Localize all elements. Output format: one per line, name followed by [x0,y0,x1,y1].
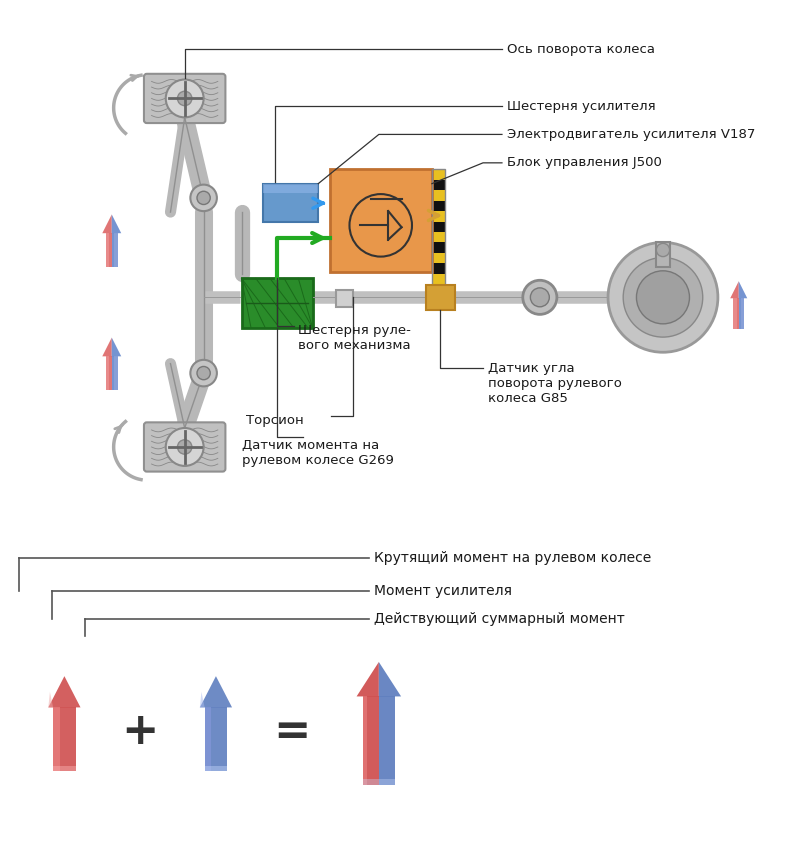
Circle shape [522,280,557,315]
Polygon shape [363,697,366,785]
Bar [432,273,445,284]
Bar [432,243,445,253]
Text: Торсион: Торсион [246,414,304,427]
Polygon shape [200,692,205,707]
Bar [432,190,445,201]
Polygon shape [379,697,395,785]
Polygon shape [53,707,60,771]
Bar [263,183,318,222]
Polygon shape [730,281,738,298]
Circle shape [166,428,204,466]
Polygon shape [205,707,227,771]
Text: =: = [273,710,310,752]
Bar [432,295,445,297]
Text: Блок управления J500: Блок управления J500 [506,156,662,170]
Polygon shape [357,662,379,697]
Text: Датчик угла
поворота рулевого
колеса G85: Датчик угла поворота рулевого колеса G85 [488,362,622,405]
Bar [432,222,445,232]
Bar [263,183,318,193]
Bar [656,243,670,267]
Bar [432,253,445,263]
Polygon shape [102,214,112,233]
Polygon shape [738,298,744,328]
Circle shape [178,91,192,105]
Polygon shape [738,281,747,298]
Bar [432,263,445,273]
Polygon shape [102,338,112,357]
Bar [432,170,445,297]
Polygon shape [205,707,211,771]
Polygon shape [200,676,232,707]
Bar [330,170,432,272]
Polygon shape [730,298,738,328]
Polygon shape [205,766,227,771]
Polygon shape [114,357,118,390]
Circle shape [166,80,204,117]
Polygon shape [106,233,110,267]
Polygon shape [112,338,122,357]
Polygon shape [741,298,744,328]
Circle shape [623,258,702,337]
Bar [432,170,445,180]
Polygon shape [53,766,76,771]
Bar [426,285,454,309]
Polygon shape [112,357,118,390]
Polygon shape [734,298,737,328]
FancyBboxPatch shape [144,423,226,471]
Bar [432,201,445,211]
Bar [432,180,445,190]
Circle shape [637,271,690,324]
Polygon shape [106,357,110,390]
Text: Действующий суммарный момент: Действующий суммарный момент [374,613,625,626]
Text: Момент усилителя: Момент усилителя [374,584,512,598]
Circle shape [530,288,550,307]
Circle shape [608,243,718,352]
Bar [242,279,313,327]
Bar [432,211,445,222]
Polygon shape [363,779,395,785]
Polygon shape [114,233,118,267]
Polygon shape [112,233,118,267]
Polygon shape [102,357,112,390]
Circle shape [197,367,210,380]
Bar [336,290,354,307]
FancyBboxPatch shape [144,74,226,123]
Text: Датчик момента на
рулевом колесе G269: Датчик момента на рулевом колесе G269 [242,440,394,467]
Polygon shape [112,214,122,233]
Text: Крутящий момент на рулевом колесе: Крутящий момент на рулевом колесе [374,551,651,565]
Text: Электродвигатель усилителя V187: Электродвигатель усилителя V187 [506,128,755,141]
Text: Шестерня усилителя: Шестерня усилителя [506,99,655,112]
Polygon shape [48,676,81,707]
Bar [432,232,445,243]
Polygon shape [363,697,379,785]
Polygon shape [379,662,401,697]
Circle shape [656,243,670,256]
Circle shape [178,440,192,454]
Text: Шестерня руле-
вого механизма: Шестерня руле- вого механизма [298,324,411,352]
Text: Ось поворота колеса: Ось поворота колеса [506,43,654,56]
Circle shape [190,184,217,211]
Polygon shape [48,692,53,707]
Polygon shape [53,707,76,771]
Bar [432,284,445,295]
Circle shape [190,360,217,387]
Text: +: + [122,710,159,752]
Circle shape [197,191,210,205]
Polygon shape [102,233,112,267]
